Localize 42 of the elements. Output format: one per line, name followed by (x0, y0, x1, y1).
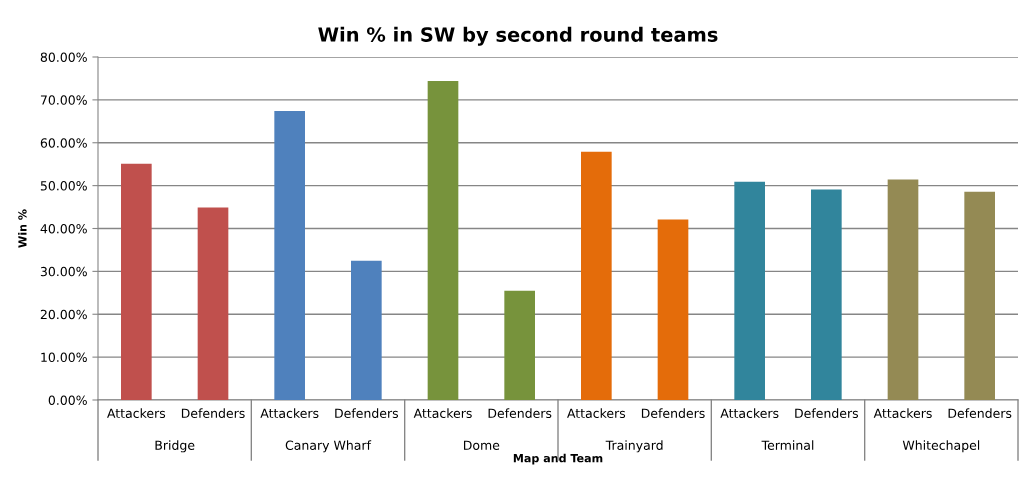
x-tick-label: Attackers (873, 408, 932, 419)
x-tick-label: Defenders (795, 408, 859, 419)
bar (887, 179, 919, 400)
x-tick-label: Defenders (181, 408, 245, 419)
bar (351, 260, 382, 400)
bar (197, 207, 229, 400)
x-tick-label: Attackers (567, 408, 626, 419)
text: Canary Wharf (285, 440, 372, 453)
bar (274, 111, 305, 400)
x-tick-label: Defenders (488, 408, 552, 419)
y-tick-label: 80.00% (40, 52, 87, 62)
y-tick-label: 10.00% (41, 352, 87, 363)
chart-title: Win % in SW by second round teams (318, 26, 718, 46)
x-tick-label: Attackers (720, 408, 779, 419)
bar (811, 189, 842, 400)
y-tick-label: 70.00% (40, 95, 87, 105)
bar (581, 151, 612, 400)
y-tick-label: 30.00% (40, 266, 87, 277)
text: Dome (463, 440, 500, 450)
bar (734, 181, 765, 400)
y-tick-label: 50.00% (40, 181, 87, 191)
bar (964, 191, 995, 400)
text: Terminal (761, 440, 814, 450)
bar (427, 81, 459, 400)
y-tick-label: 20.00% (40, 309, 87, 320)
y-axis-title: Win % (18, 209, 27, 248)
x-tick-label: Defenders (335, 408, 399, 419)
y-tick-label: 0.00% (48, 395, 87, 405)
bar (657, 219, 689, 400)
y-tick-label: 40.00% (40, 223, 87, 234)
bar (121, 163, 152, 400)
bar (504, 290, 535, 400)
text: Whitechapel (902, 440, 980, 453)
text: Trainyard (605, 440, 663, 453)
text: Bridge (155, 440, 195, 453)
y-tick-label: 60.00% (40, 138, 87, 148)
x-tick-label: Defenders (948, 408, 1012, 419)
x-tick-label: Attackers (260, 408, 319, 419)
x-tick-label: Attackers (413, 408, 472, 419)
x-tick-label: Attackers (107, 408, 166, 419)
x-tick-label: Defenders (641, 408, 705, 419)
x-axis-title: Map and Team (513, 453, 603, 465)
